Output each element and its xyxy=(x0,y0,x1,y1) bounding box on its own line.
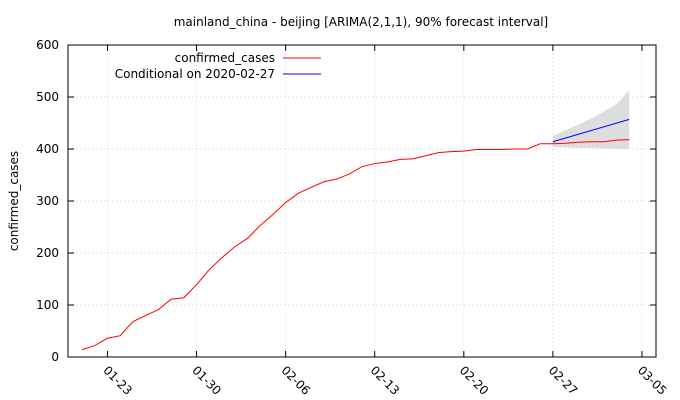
legend-label: confirmed_cases xyxy=(175,51,275,65)
x-tick-label: 03-05 xyxy=(635,363,670,398)
y-tick-label: 100 xyxy=(36,298,59,312)
series-line-0 xyxy=(81,139,630,351)
legend: confirmed_cases Conditional on 2020-02-27 xyxy=(115,51,321,81)
x-tick-label: 02-20 xyxy=(457,363,492,398)
legend-label: Conditional on 2020-02-27 xyxy=(115,67,275,81)
grid xyxy=(68,45,656,357)
x-tick-label: 02-13 xyxy=(368,363,403,398)
y-tick-label: 500 xyxy=(36,90,59,104)
x-axis-ticks: 01-23 01-30 02-06 02-13 02-20 02-27 03-05 xyxy=(100,45,669,398)
y-tick-label: 0 xyxy=(51,350,59,364)
x-tick-label: 01-30 xyxy=(189,363,224,398)
chart-title: mainland_china - beijing [ARIMA(2,1,1), … xyxy=(174,15,549,29)
y-tick-label: 400 xyxy=(36,142,59,156)
y-axis-title: confirmed_cases xyxy=(7,151,21,251)
forecast-interval-band xyxy=(552,90,630,149)
y-tick-label: 300 xyxy=(36,194,59,208)
x-tick-label: 01-23 xyxy=(100,363,135,398)
series-lines xyxy=(81,118,630,351)
y-tick-label: 200 xyxy=(36,246,59,260)
y-axis-ticks: 0 100 200 300 400 500 600 xyxy=(36,38,656,364)
forecast-interval-area xyxy=(552,90,630,149)
y-tick-label: 600 xyxy=(36,38,59,52)
x-tick-label: 02-27 xyxy=(546,363,581,398)
x-tick-label: 02-06 xyxy=(279,363,314,398)
series-line-1 xyxy=(552,118,630,143)
